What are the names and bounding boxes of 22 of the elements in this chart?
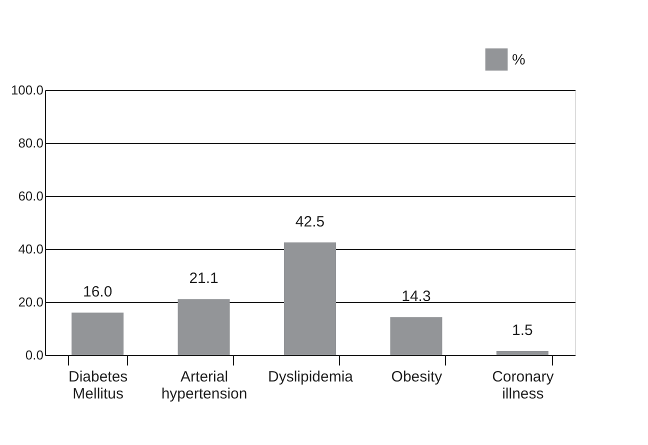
x-tick-label: Dyslipidemia xyxy=(268,368,354,386)
bar xyxy=(390,317,442,355)
bar xyxy=(178,299,230,355)
y-tick-label: 40.0 xyxy=(18,242,44,256)
data-label: 16.0 xyxy=(82,284,112,301)
x-tick-label: Coronary illness xyxy=(492,368,554,402)
legend-label: % xyxy=(512,52,526,68)
data-label: 14.3 xyxy=(402,288,431,306)
y-tick-label: 0.0 xyxy=(25,348,44,362)
data-label: 42.5 xyxy=(295,213,325,230)
y-tick-label: 80.0 xyxy=(18,136,44,150)
bar xyxy=(496,351,548,355)
bar xyxy=(72,312,124,355)
bar xyxy=(284,242,336,355)
data-label: 21.1 xyxy=(189,270,218,288)
x-tick-label: Arterial hypertension xyxy=(161,368,248,402)
x-tick-label: Diabetes Mellitus xyxy=(68,368,128,402)
y-tick-label: 100.0 xyxy=(10,82,44,98)
x-tick-label: Obesity xyxy=(391,368,443,386)
y-tick-label: 20.0 xyxy=(18,294,44,310)
data-label: 1.5 xyxy=(512,322,533,340)
y-tick-label: 60.0 xyxy=(18,188,44,204)
